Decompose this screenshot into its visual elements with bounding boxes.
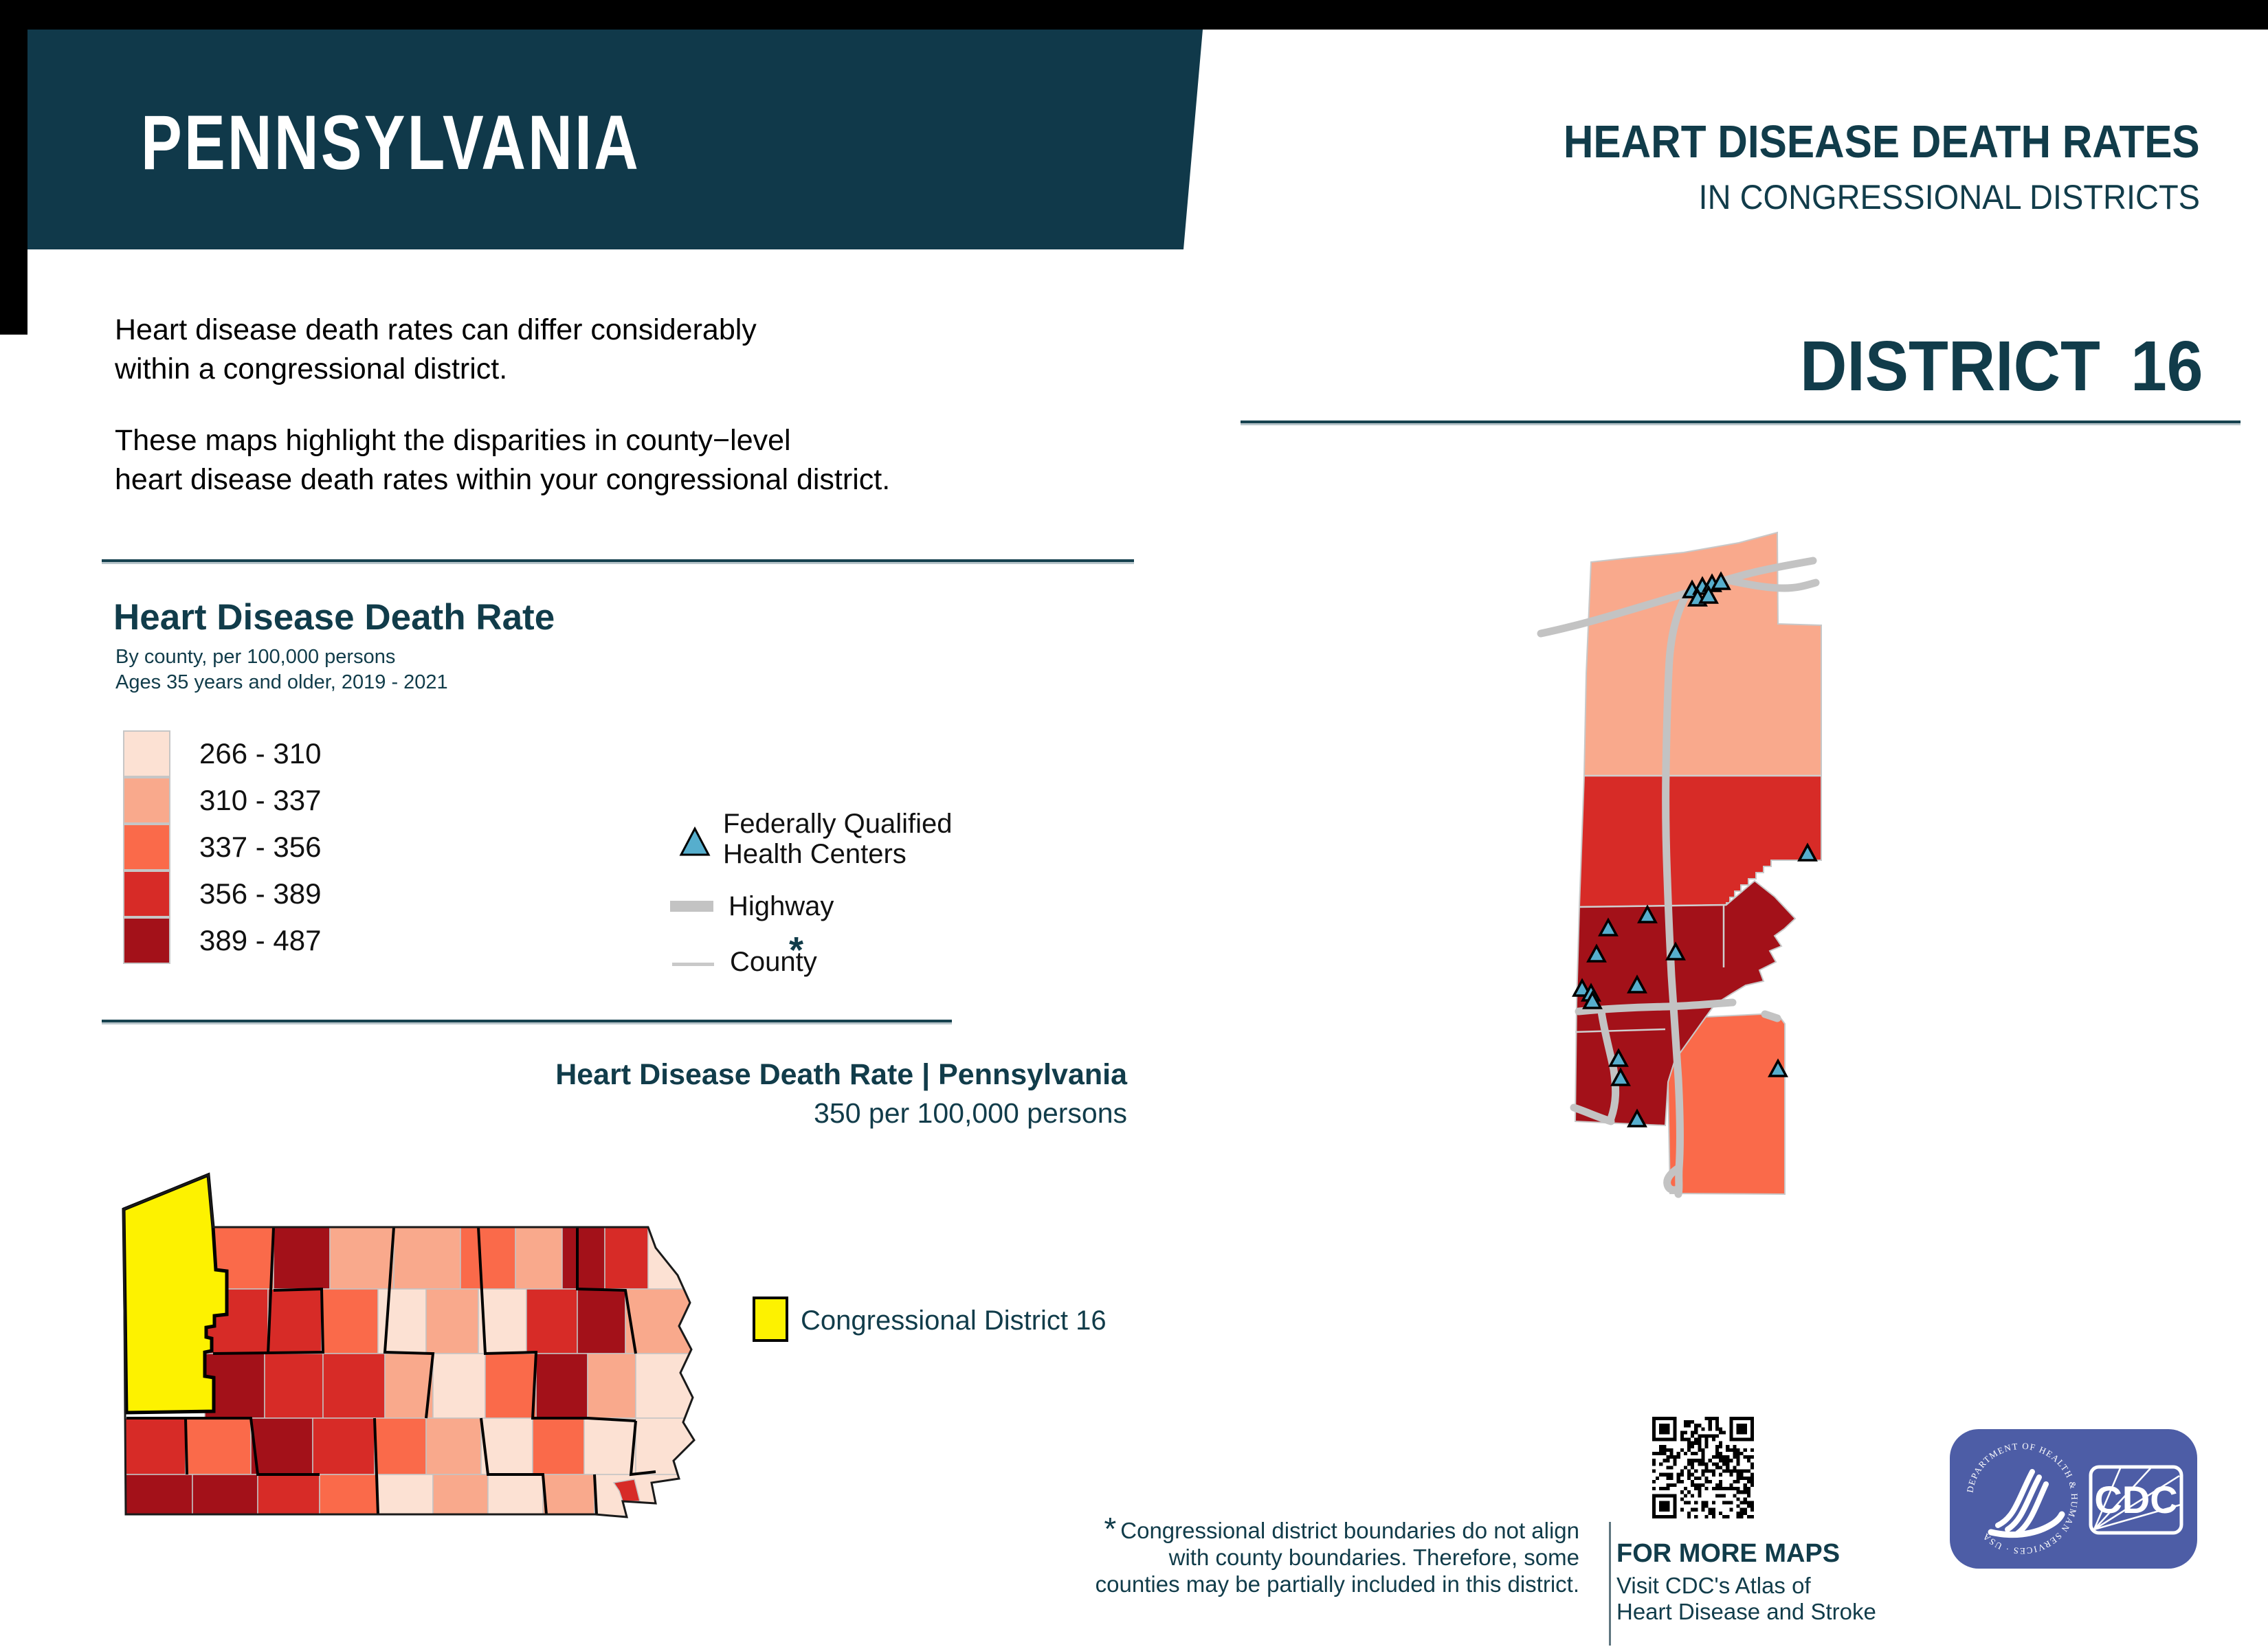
district-number: 16 (2130, 326, 2203, 405)
legend-class-row: 389 - 487 (123, 917, 321, 964)
county-footnote-mark: * (789, 930, 804, 971)
county-line-icon (672, 963, 714, 966)
legend-range-4: 356 - 389 (199, 877, 322, 910)
fqhc-marker (1627, 1108, 1647, 1128)
fqhc-marker (1665, 941, 1686, 961)
fqhc-marker (1608, 1048, 1629, 1067)
legend-title: Heart Disease Death Rate (113, 597, 555, 638)
fqhc-marker (1637, 904, 1658, 923)
district-heading-divider (1241, 420, 2241, 425)
fqhc-marker (1711, 571, 1731, 590)
county-legend-label: County (730, 947, 817, 977)
legend-swatch-2 (123, 777, 170, 824)
cdc-logo-text: CDC (2094, 1478, 2177, 1521)
district-heading: DISTRICT 16 (1800, 326, 2203, 407)
district-16-detail-map (1533, 522, 1917, 1240)
legend-swatch-4 (123, 871, 170, 917)
qr-code (1652, 1417, 1754, 1522)
cdc-logo-icon: CDC (2089, 1465, 2183, 1535)
fqhc-triangle-icon (679, 826, 711, 860)
fqhc-marker (1698, 585, 1719, 604)
highway-legend-label: Highway (729, 891, 834, 921)
district-16-legend-swatch (753, 1297, 788, 1342)
intro-text: Heart disease death rates can differ con… (115, 311, 890, 500)
legend-range-3: 337 - 356 (199, 831, 322, 863)
footnote-mark: * (1104, 1511, 1117, 1547)
legend-class-row: 337 - 356 (123, 824, 321, 871)
legend-swatch-1 (123, 730, 170, 777)
hhs-cdc-logo: DEPARTMENT OF HEALTH & HUMAN SERVICES · … (1950, 1429, 2197, 1569)
legend-range-2: 310 - 337 (199, 784, 322, 816)
fqhc-markers (1572, 571, 1818, 1128)
fqhc-marker (1586, 943, 1607, 963)
section-divider-legend (102, 1020, 952, 1024)
choropleth-legend: 266 - 310 310 - 337 337 - 356 356 - 389 … (123, 730, 321, 964)
legend-range-1: 266 - 310 (199, 737, 322, 770)
left-border-bar (0, 0, 27, 335)
section-divider-top (102, 559, 1134, 564)
district-16-legend-label: Congressional District 16 (801, 1305, 1107, 1336)
legend-range-5: 389 - 487 (199, 924, 322, 956)
legend-subtitle-2: Ages 35 years and older, 2019 - 2021 (115, 671, 448, 693)
county-crawford (1578, 775, 1822, 908)
hhs-eagle-icon (1988, 1469, 2065, 1538)
state-map-heading: Heart Disease Death Rate | Pennsylvania … (555, 1058, 1127, 1130)
pennsylvania-state-map (102, 1167, 707, 1548)
footer-vertical-divider (1609, 1522, 1611, 1646)
fqhc-marker (1582, 990, 1603, 1009)
fqhc-marker (1627, 974, 1647, 994)
fqhc-legend-label: Federally Qualified Health Centers (723, 809, 953, 869)
intro-paragraph-1: Heart disease death rates can differ con… (115, 313, 757, 385)
legend-subtitle-1: By county, per 100,000 persons (115, 646, 396, 668)
more-maps-line2: Heart Disease and Stroke (1616, 1599, 1876, 1624)
county-erie (1583, 531, 1822, 776)
fqhc-marker (1768, 1058, 1788, 1077)
page-subtitle: IN CONGRESSIONAL DISTRICTS (1698, 178, 2200, 216)
district-county-regions (1574, 531, 1822, 1196)
district-boundary-footnote: * Congressional district boundaries do no… (1095, 1511, 1579, 1597)
legend-swatch-3 (123, 824, 170, 871)
more-maps-line1: Visit CDC's Atlas of (1616, 1573, 1811, 1598)
state-rate-value: 350 per 100,000 persons (814, 1097, 1127, 1129)
legend-class-row: 310 - 337 (123, 777, 321, 824)
more-maps-title: FOR MORE MAPS (1616, 1539, 1841, 1568)
highway-line-icon (670, 901, 713, 912)
state-outline (122, 1173, 696, 1518)
legend-class-row: 266 - 310 (123, 730, 321, 777)
state-map-title: Heart Disease Death Rate | Pennsylvania (555, 1058, 1127, 1091)
fqhc-marker (1797, 842, 1818, 862)
district-16-region (122, 1172, 229, 1415)
state-banner: PENNSYLVANIA (27, 30, 1203, 249)
district-county-lines (1575, 774, 1821, 1033)
legend-swatch-5 (123, 917, 170, 964)
legend-class-row: 356 - 389 (123, 871, 321, 917)
intro-paragraph-2: These maps highlight the disparities in … (115, 424, 891, 496)
district-boundaries (126, 1226, 656, 1515)
top-border-bar (0, 0, 2268, 30)
page-title: HEART DISEASE DEATH RATES (1564, 116, 2200, 168)
fqhc-marker (1610, 1067, 1631, 1086)
more-maps-block: FOR MORE MAPS Visit CDC's Atlas of Heart… (1616, 1539, 1876, 1625)
fqhc-marker (1598, 917, 1619, 936)
district-word: DISTRICT (1799, 326, 2100, 405)
state-name-title: PENNSYLVANIA (141, 100, 641, 186)
